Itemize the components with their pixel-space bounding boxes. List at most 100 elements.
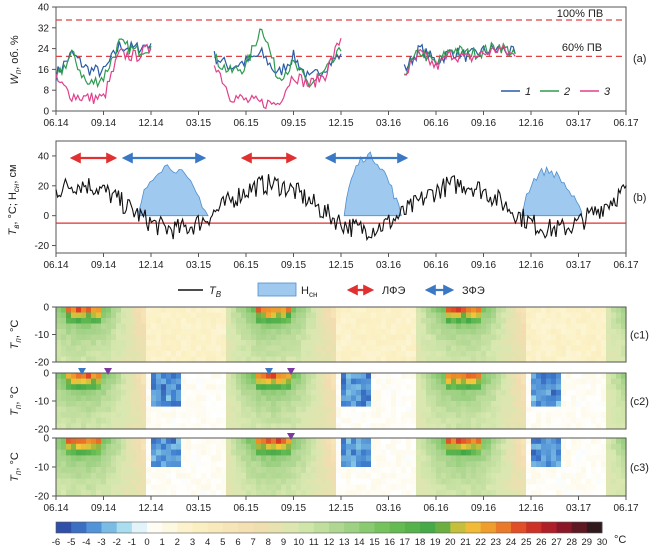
- heatmap-cell: [91, 389, 97, 396]
- heatmap-cell: [586, 423, 592, 430]
- heatmap-cell: [111, 378, 117, 385]
- heatmap-cell: [386, 345, 392, 352]
- heatmap-cell: [571, 373, 577, 380]
- heatmap-cell: [461, 401, 467, 408]
- heatmap-cell: [366, 329, 372, 336]
- heatmap-cell: [121, 478, 127, 485]
- panel-b-xtick-label: 09.15: [281, 260, 306, 271]
- heatmap-cell: [126, 472, 132, 480]
- heatmap-cell: [76, 490, 82, 497]
- heatmap-cell: [516, 438, 522, 445]
- heatmap-cell: [541, 340, 547, 347]
- heatmap-cell: [411, 467, 417, 474]
- heatmap-cell: [146, 334, 152, 341]
- heatmap-cell: [421, 412, 427, 419]
- heatmap-cell: [186, 345, 192, 352]
- heatmap-cell: [616, 356, 622, 363]
- heatmap-cell: [246, 323, 252, 330]
- heatmap-cell: [401, 323, 407, 330]
- heatmap-cell: [601, 340, 607, 347]
- heatmap-cell: [66, 318, 72, 325]
- heatmap-cell: [116, 438, 122, 445]
- heatmap-cell: [536, 438, 542, 445]
- heatmap-cell: [261, 461, 267, 468]
- heatmap-cell: [561, 484, 567, 491]
- heatmap-cell: [356, 356, 362, 363]
- heatmap-cell: [66, 373, 72, 380]
- heatmap-cell: [196, 438, 202, 445]
- heatmap-cell: [526, 461, 532, 468]
- heatmap-cell: [371, 461, 377, 468]
- heatmap-cell: [271, 443, 277, 451]
- heatmap-cell: [261, 307, 267, 314]
- heatmap-cell: [601, 329, 607, 336]
- heatmap-cell: [526, 373, 532, 380]
- heatmap-cell: [296, 329, 302, 336]
- heatmap-cell: [161, 423, 167, 430]
- heatmap-cell: [481, 449, 487, 456]
- panel-a-xtick-label: 09.15: [281, 118, 306, 129]
- heatmap-cell: [326, 389, 332, 396]
- heatmap-xtick-label: 06.14: [43, 503, 68, 514]
- heatmap-cell: [431, 329, 437, 336]
- heatmap-cell: [491, 490, 497, 497]
- heatmap-cell: [506, 484, 512, 491]
- heatmap-cell: [511, 378, 517, 385]
- colorbar-cell: [177, 522, 193, 533]
- heatmap-cell: [236, 345, 242, 352]
- heatmap-cell: [176, 438, 182, 445]
- heatmap-cell: [411, 351, 417, 358]
- heatmap-cell: [561, 384, 567, 391]
- heatmap-cell: [361, 478, 367, 485]
- panel-b-ytick-label: 40: [38, 151, 50, 162]
- heatmap-cell: [381, 449, 387, 456]
- heatmap-cell: [516, 378, 522, 385]
- heatmap-cell: [246, 423, 252, 430]
- heatmap-cell: [566, 438, 572, 445]
- heatmap-cell: [141, 307, 147, 314]
- heatmap-cell: [131, 340, 137, 347]
- heatmap-cell: [61, 461, 67, 468]
- heatmap-cell: [611, 417, 617, 424]
- heatmap-cell: [361, 449, 367, 456]
- heatmap-cell: [346, 438, 352, 445]
- panel-a-xtick-label: 12.16: [518, 118, 543, 129]
- heatmap-cell: [321, 334, 327, 341]
- heatmap-cell: [106, 395, 112, 402]
- heatmap-cell: [416, 455, 422, 462]
- heatmap-cell: [231, 417, 237, 424]
- panel-a-xtick-label: 06.17: [613, 118, 638, 129]
- heatmap-cell: [581, 472, 587, 480]
- heatmap-cell: [596, 490, 602, 497]
- heatmap-cell: [621, 467, 627, 474]
- heatmap-cell: [546, 307, 552, 314]
- heatmap-cell: [571, 472, 577, 480]
- heatmap-cell: [586, 490, 592, 497]
- heatmap-cell: [321, 449, 327, 456]
- heatmap-cell: [551, 351, 557, 358]
- heatmap-cell: [461, 467, 467, 474]
- heatmap-cell: [291, 449, 297, 456]
- heatmap-cell: [351, 334, 357, 341]
- heatmap-cell: [616, 423, 622, 430]
- heatmap-cell: [76, 312, 82, 319]
- heatmap-cell: [151, 395, 157, 402]
- heatmap-cell: [526, 307, 532, 314]
- heatmap-cell: [351, 412, 357, 419]
- heatmap-cell: [86, 378, 92, 385]
- heatmap-cell: [471, 395, 477, 402]
- heatmap-cell: [546, 455, 552, 462]
- heatmap-cell: [476, 345, 482, 352]
- heatmap-cell: [91, 401, 97, 408]
- heatmap-cell: [416, 443, 422, 451]
- heatmap-cell: [106, 373, 112, 380]
- heatmap-cell: [436, 318, 442, 325]
- heatmap-cell: [406, 449, 412, 456]
- heatmap-cell: [586, 340, 592, 347]
- heatmap-cell: [271, 412, 277, 419]
- heatmap-cell: [161, 417, 167, 424]
- heatmap-cell: [246, 490, 252, 497]
- heatmap-cell: [131, 389, 137, 396]
- heatmap-cell: [571, 467, 577, 474]
- colorbar-cell: [374, 522, 391, 533]
